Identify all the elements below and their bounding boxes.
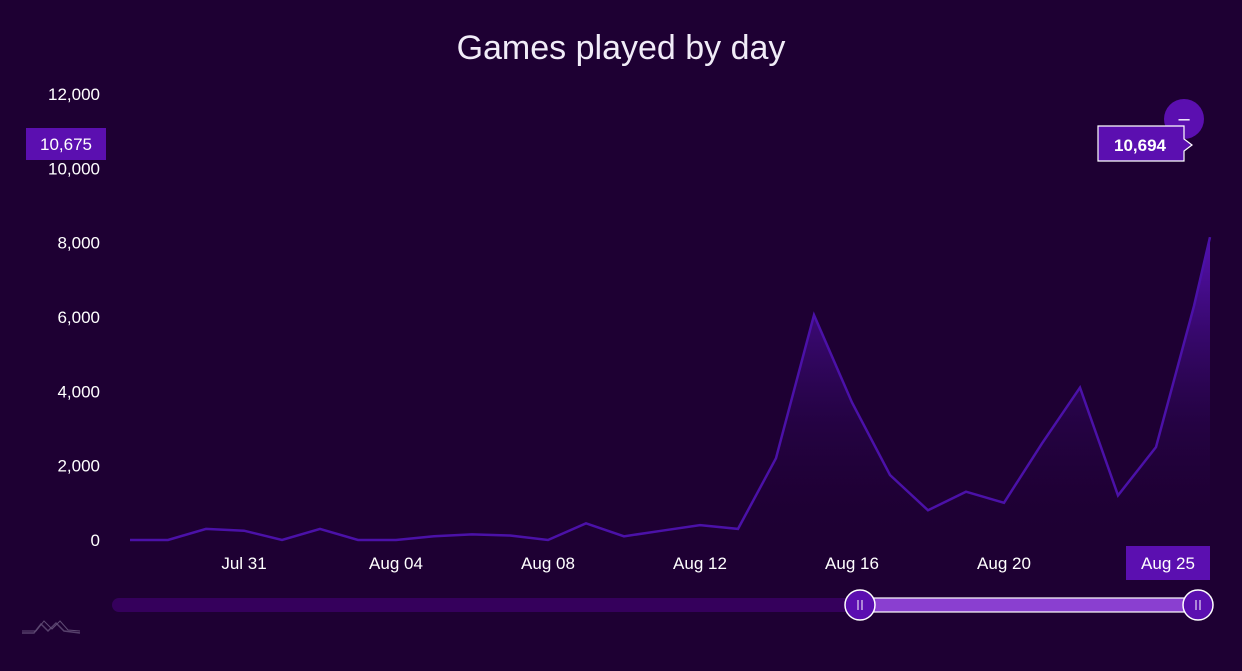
x-tick-label: Aug 16 — [825, 554, 879, 573]
y-tick-label: 0 — [91, 531, 100, 550]
grip-right-handle[interactable] — [1182, 589, 1214, 621]
data-point — [1078, 386, 1082, 390]
tooltip-box — [1097, 125, 1193, 162]
series-area — [130, 237, 1210, 540]
data-point — [470, 532, 474, 536]
data-point — [888, 473, 892, 477]
crosshair-y-badge: 10,675 — [26, 128, 106, 160]
scrollbar-grip-left[interactable] — [844, 589, 876, 621]
data-point — [508, 534, 512, 538]
data-point — [660, 529, 664, 533]
data-point — [280, 538, 284, 542]
logo-line-2 — [22, 620, 81, 632]
crosshair-x-label: Aug 25 — [1141, 554, 1195, 573]
series-line — [130, 236, 1212, 542]
zoom-out-icon[interactable]: – — [1178, 108, 1190, 130]
crosshair-y-label: 10,675 — [40, 135, 92, 154]
data-point — [1116, 493, 1120, 497]
data-point — [394, 538, 398, 542]
data-point — [546, 538, 550, 542]
y-tick-label: 6,000 — [57, 308, 100, 327]
data-point — [204, 527, 208, 531]
crosshair-x-badge-bg — [1126, 546, 1210, 580]
y-tick-label: 10,000 — [48, 159, 100, 178]
data-point — [964, 490, 968, 494]
scrollbar[interactable] — [112, 589, 1214, 621]
data-point — [1154, 445, 1158, 449]
data-point — [774, 456, 778, 460]
data-point — [318, 527, 322, 531]
x-tick-label: Aug 20 — [977, 554, 1031, 573]
tooltip: 10,694 — [1097, 125, 1193, 162]
y-axis: 0 2,000 4,000 6,000 8,000 10,000 12,000 — [48, 85, 100, 550]
data-point — [850, 401, 854, 405]
y-tick-label: 2,000 — [57, 457, 100, 476]
data-point — [1192, 304, 1196, 308]
grip-left-handle[interactable] — [844, 589, 876, 621]
data-point — [1002, 501, 1006, 505]
data-point — [1040, 441, 1044, 445]
x-tick-label: Aug 04 — [369, 554, 423, 573]
data-point — [1208, 235, 1212, 239]
data-point — [356, 538, 360, 542]
scrollbar-grip-right[interactable] — [1182, 589, 1214, 621]
chart-title: Games played by day — [457, 29, 786, 67]
data-point — [166, 538, 170, 542]
data-point — [812, 313, 816, 317]
y-tick-label: 4,000 — [57, 382, 100, 401]
crosshair-x-badge: Aug 25 — [1126, 546, 1210, 580]
x-tick-label: Aug 12 — [673, 554, 727, 573]
x-tick-label: Jul 31 — [221, 554, 266, 573]
y-tick-label: 12,000 — [48, 85, 100, 104]
data-point — [432, 534, 436, 538]
data-point — [736, 527, 740, 531]
x-tick-label: Aug 08 — [521, 554, 575, 573]
data-point — [698, 523, 702, 527]
data-point — [926, 508, 930, 512]
data-point — [242, 529, 246, 533]
tooltip-value: 10,694 — [1114, 136, 1167, 155]
scrollbar-selected-range[interactable] — [859, 597, 1199, 613]
crosshair-y-badge-bg — [26, 128, 106, 160]
y-tick-label: 8,000 — [57, 234, 100, 253]
logo-line-1 — [22, 621, 81, 634]
data-point — [584, 521, 588, 525]
data-point — [622, 534, 626, 538]
data-point — [128, 538, 132, 542]
chart-logo-icon — [22, 620, 81, 634]
